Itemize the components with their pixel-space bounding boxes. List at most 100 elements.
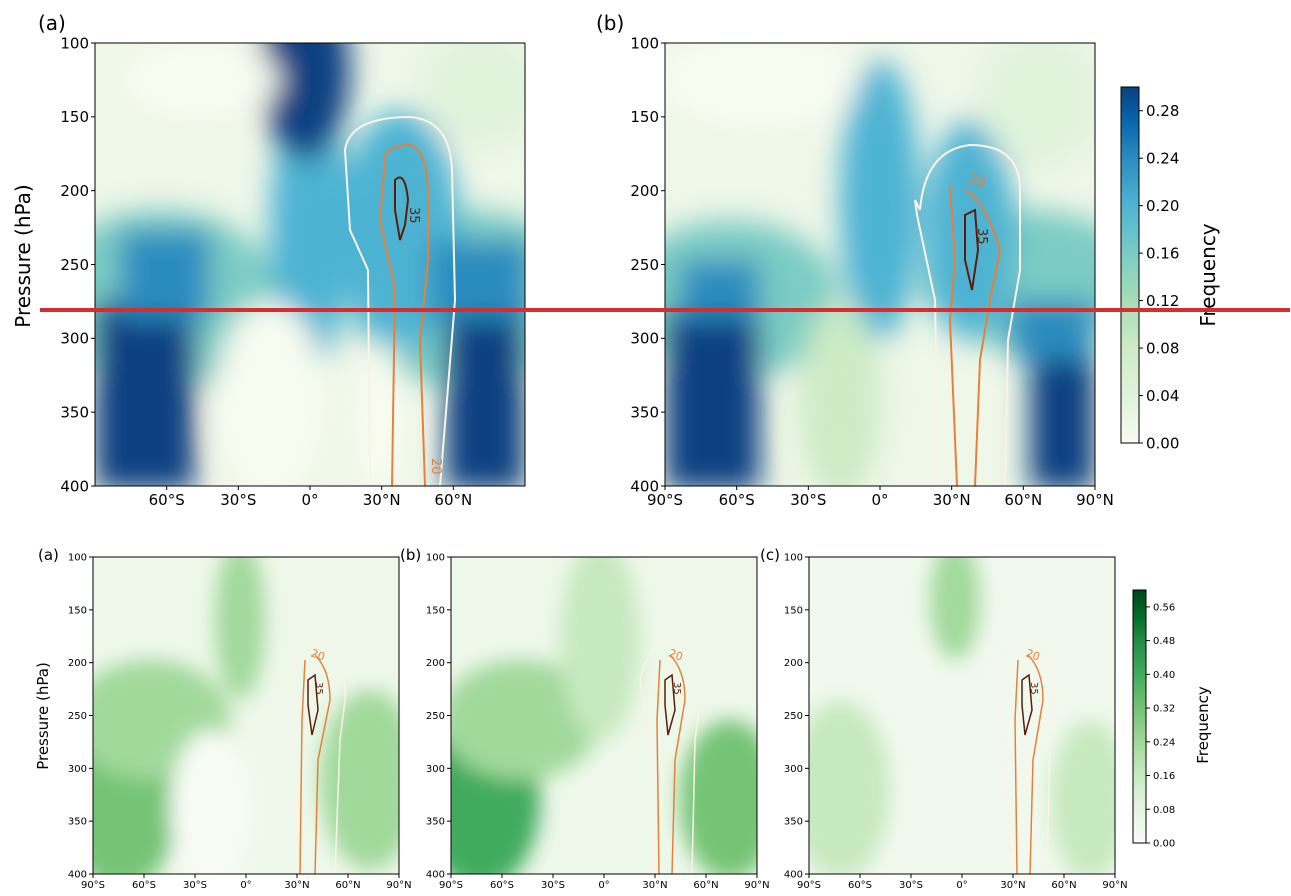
y-tick-label: 150 [68, 605, 87, 616]
x-tick-label: 30°S [183, 880, 207, 891]
contour-label: 20 [428, 458, 443, 475]
panel-label: (a) [38, 11, 66, 35]
colorbar-tick-label: 0.04 [1146, 387, 1179, 405]
x-tick-label: 30°N [642, 880, 667, 891]
x-tick-label: 90°S [647, 491, 683, 509]
x-tick-label: 90°N [1076, 491, 1114, 509]
x-tick-label: 30°N [284, 880, 309, 891]
y-tick-label: 100 [60, 34, 89, 52]
y-tick-label: 250 [68, 711, 87, 722]
colorbar-tick-label: 0.48 [1153, 636, 1175, 647]
y-tick-label: 100 [68, 553, 87, 564]
y-tick-label: 200 [60, 182, 89, 200]
y-tick-label: 350 [60, 403, 89, 421]
y-tick-label: 300 [68, 764, 87, 775]
colorbar-tick-label: 0.00 [1146, 434, 1179, 452]
colorbar-tick-label: 0.32 [1153, 704, 1175, 715]
contour-label: 35 [313, 682, 324, 695]
y-tick-label: 300 [60, 330, 89, 348]
x-tick-label: 60°S [149, 491, 185, 509]
x-tick-label: 30°N [363, 491, 401, 509]
colorbar-tick-label: 0.40 [1153, 670, 1175, 681]
contour-label: 35 [1028, 682, 1039, 695]
y-tick-label: 150 [630, 108, 659, 126]
x-tick-label: 30°N [933, 491, 971, 509]
panel-label: (a) [38, 546, 59, 564]
colorbar-tick-label: 0.08 [1153, 805, 1175, 816]
y-tick-label: 250 [426, 711, 445, 722]
x-tick-label: 30°N [1000, 880, 1025, 891]
x-tick-label: 60°N [434, 491, 472, 509]
y-tick-label: 150 [784, 605, 803, 616]
y-tick-label: 300 [630, 330, 659, 348]
x-tick-label: 60°N [335, 880, 360, 891]
y-tick-label: 100 [784, 553, 803, 564]
colorbar-top: 0.000.040.080.120.160.200.240.28 Frequen… [1121, 87, 1220, 452]
x-tick-label: 0° [240, 880, 251, 891]
x-tick-label: 30°S [541, 880, 565, 891]
colorbar-tick-label: 0.24 [1153, 737, 1175, 748]
contour-label: 35 [406, 207, 421, 224]
y-tick-label: 200 [426, 658, 445, 669]
y-tick-label: 400 [68, 870, 87, 881]
y-tick-label: 200 [630, 182, 659, 200]
contour-label: 35 [974, 228, 989, 245]
heatmap-field [620, 30, 1140, 500]
y-axis-label: Pressure (hPa) [11, 184, 35, 327]
colorbar-tick-label: 0.12 [1146, 292, 1179, 310]
x-tick-label: 0° [871, 491, 888, 509]
y-tick-label: 400 [60, 477, 89, 495]
panel-label: (c) [760, 546, 780, 564]
colorbar-tick-label: 0.16 [1146, 244, 1179, 262]
top-panel-a: (a) 35 20 [38, 0, 590, 500]
x-tick-label: 60°S [719, 491, 755, 509]
x-tick-label: 30°S [790, 491, 826, 509]
bottom-panel-c: (c) 20 35 [760, 540, 1130, 880]
x-tick-label: 90°S [797, 880, 821, 891]
y-tick-label: 150 [426, 605, 445, 616]
colorbar-tick-label: 0.16 [1153, 771, 1175, 782]
x-tick-label: 0° [598, 880, 609, 891]
x-tick-label: 60°N [693, 880, 718, 891]
x-tick-label: 90°N [386, 880, 411, 891]
y-tick-label: 400 [426, 870, 445, 881]
y-tick-label: 350 [426, 817, 445, 828]
colorbar-tick-label: 0.00 [1153, 839, 1175, 850]
y-tick-label: 250 [630, 256, 659, 274]
y-tick-label: 350 [68, 817, 87, 828]
contour-label: 35 [671, 682, 682, 695]
y-tick-label: 300 [426, 764, 445, 775]
y-tick-label: 200 [784, 658, 803, 669]
panel-label: (b) [400, 546, 421, 564]
colorbar-tick-label: 0.24 [1146, 149, 1179, 167]
x-tick-label: 60°S [132, 880, 156, 891]
x-tick-label: 90°S [81, 880, 105, 891]
top-panel-b: (b) 20 35 [596, 11, 1140, 500]
y-tick-label: 100 [426, 553, 445, 564]
x-tick-label: 90°S [439, 880, 463, 891]
y-tick-label: 350 [784, 817, 803, 828]
panel-label: (b) [596, 11, 624, 35]
colorbar-label: Frequency [1194, 686, 1212, 764]
y-tick-label: 200 [68, 658, 87, 669]
bottom-panel-a: (a) 20 35 [38, 540, 420, 890]
colorbar-tick-label: 0.28 [1146, 102, 1179, 120]
y-tick-label: 250 [784, 711, 803, 722]
x-tick-label: 30°S [220, 491, 256, 509]
x-tick-label: 60°N [1051, 880, 1076, 891]
y-tick-label: 400 [784, 870, 803, 881]
colorbar-tick-label: 0.20 [1146, 197, 1179, 215]
y-tick-label: 250 [60, 256, 89, 274]
y-tick-label: 350 [630, 403, 659, 421]
colorbar-bottom: 0.00 0.08 0.16 0.24 0.32 0.40 0.48 0.56 Frequen… [1133, 590, 1212, 850]
y-axis-label: Pressure (hPa) [34, 662, 52, 770]
y-tick-label: 100 [630, 34, 659, 52]
x-tick-label: 30°S [899, 880, 923, 891]
x-tick-label: 0° [956, 880, 967, 891]
bottom-panel-b: (b) 20 35 [400, 540, 780, 890]
x-tick-label: 60°S [848, 880, 872, 891]
heatmap-field [40, 0, 590, 500]
y-tick-label: 150 [60, 108, 89, 126]
x-tick-label: 90°N [1102, 880, 1127, 891]
